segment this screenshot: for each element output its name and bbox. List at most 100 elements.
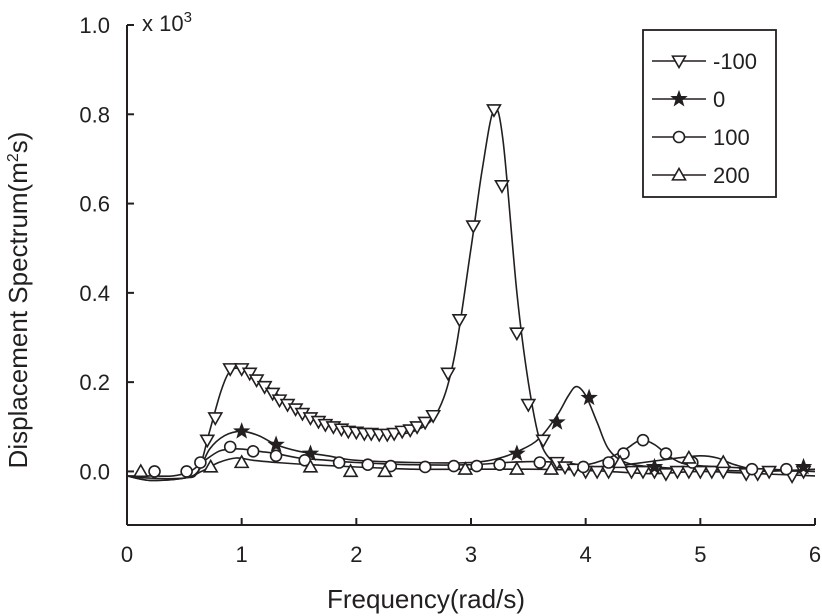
series-markers-4: [132, 449, 732, 478]
triangle-down-marker: [692, 465, 709, 480]
legend-label: -100: [713, 49, 757, 74]
circle-marker: [148, 465, 161, 478]
triangle-down-marker: [386, 427, 403, 442]
star-marker: [233, 422, 251, 439]
triangle-down-marker: [264, 387, 281, 402]
star-marker: [301, 444, 320, 461]
triangle-down-marker: [623, 465, 640, 480]
x-tick-label: 2: [350, 542, 362, 567]
circle-marker: [780, 462, 793, 476]
star-marker: [580, 388, 598, 406]
circle-marker: [659, 447, 673, 460]
triangle-up-marker: [680, 449, 697, 464]
triangle-down-marker: [199, 434, 216, 449]
triangle-down-marker: [248, 374, 265, 389]
star-marker: [794, 457, 813, 475]
circle-marker: [493, 458, 506, 472]
y-tick-label: 1.0: [79, 13, 110, 38]
triangle-down-marker: [440, 367, 456, 382]
series-line-2: [126, 385, 816, 482]
triangle-down-marker: [494, 180, 510, 194]
triangle-down-marker: [703, 465, 720, 480]
triangle-down-marker: [222, 363, 239, 377]
axes: 0.0 0.2 0.4 0.6 0.8 1.0 0 1 2 3 4 5 6: [79, 13, 821, 567]
star-marker: [508, 444, 526, 461]
circle-marker: [332, 456, 346, 469]
legend-label: 200: [713, 163, 750, 188]
star-marker: [548, 413, 566, 430]
triangle-down-marker: [451, 313, 468, 328]
triangle-down-marker: [486, 104, 502, 118]
series-markers-2: [233, 388, 813, 475]
triangle-up-marker: [457, 461, 474, 475]
y-tick-label: 0.4: [79, 281, 110, 306]
y-tick-label: 0.8: [79, 102, 110, 127]
triangle-down-marker: [535, 434, 552, 449]
triangle-down-marker: [425, 409, 442, 424]
x-tick-label: 3: [465, 542, 477, 567]
circle-marker: [636, 433, 650, 447]
legend-star-marker: [670, 89, 688, 107]
x-tick-label: 5: [694, 542, 706, 567]
triangle-down-marker: [417, 416, 434, 431]
legend-label: 100: [713, 125, 750, 150]
triangle-down-marker: [635, 465, 651, 480]
circle-marker: [418, 460, 432, 474]
star-marker: [267, 435, 285, 453]
legend-entry: -100: [652, 49, 757, 74]
legend-triangle-up-marker: [671, 166, 687, 181]
y-tick-label: 0.2: [79, 370, 110, 395]
legend-triangle-down-marker: [671, 55, 687, 70]
legend-box: [642, 29, 777, 198]
triangle-down-marker: [207, 412, 224, 426]
triangle-up-marker: [508, 461, 525, 475]
series-markers: [132, 104, 813, 485]
triangle-down-marker: [520, 398, 537, 413]
triangle-down-marker: [256, 380, 273, 395]
circle-marker: [745, 462, 759, 476]
circle-marker: [246, 445, 260, 458]
circle-marker: [447, 459, 461, 473]
circle-marker: [470, 459, 484, 473]
y-axis-title: Displacement Spectrum(m2s): [3, 132, 33, 469]
triangle-down-marker: [465, 220, 482, 235]
legend: -100 0 100 200: [642, 29, 777, 198]
triangle-up-marker: [302, 458, 319, 473]
circle-marker: [180, 465, 193, 478]
y-tick-label: 0.0: [79, 459, 110, 484]
circle-marker: [269, 449, 283, 463]
circle-marker: [577, 460, 590, 474]
circle-marker: [223, 440, 237, 454]
triangle-down-marker: [658, 467, 674, 482]
triangle-up-marker: [202, 458, 219, 473]
triangle-up-marker: [233, 454, 250, 469]
triangle-up-marker: [612, 454, 628, 469]
circle-marker: [602, 456, 615, 469]
triangle-up-marker: [342, 463, 359, 478]
x-axis-title: Frequency(rad/s): [327, 584, 525, 614]
series-markers-1: [199, 104, 812, 485]
triangle-down-marker: [589, 465, 606, 480]
x-tick-label: 0: [121, 542, 133, 567]
triangle-up-marker: [377, 463, 393, 478]
circle-marker: [361, 458, 375, 472]
circle-marker: [194, 456, 207, 469]
triangle-down-marker: [241, 367, 258, 382]
triangle-down-marker: [409, 421, 425, 435]
series-markers-3: [148, 433, 793, 478]
triangle-up-marker: [715, 454, 732, 469]
y-tick-label: 0.6: [79, 192, 110, 217]
axis-multiplier: x 103: [142, 9, 192, 36]
legend-label: 0: [713, 87, 725, 112]
x-tick-label: 4: [580, 542, 592, 567]
legend-entry: 200: [652, 163, 750, 188]
x-tick-label: 1: [236, 542, 248, 567]
triangle-down-marker: [508, 327, 525, 342]
star-marker: [645, 457, 664, 475]
legend-circle-marker: [672, 130, 686, 144]
triangle-down-marker: [761, 465, 778, 480]
triangle-down-marker: [669, 465, 686, 480]
legend-entry: 100: [652, 125, 750, 150]
circle-marker: [533, 456, 547, 469]
